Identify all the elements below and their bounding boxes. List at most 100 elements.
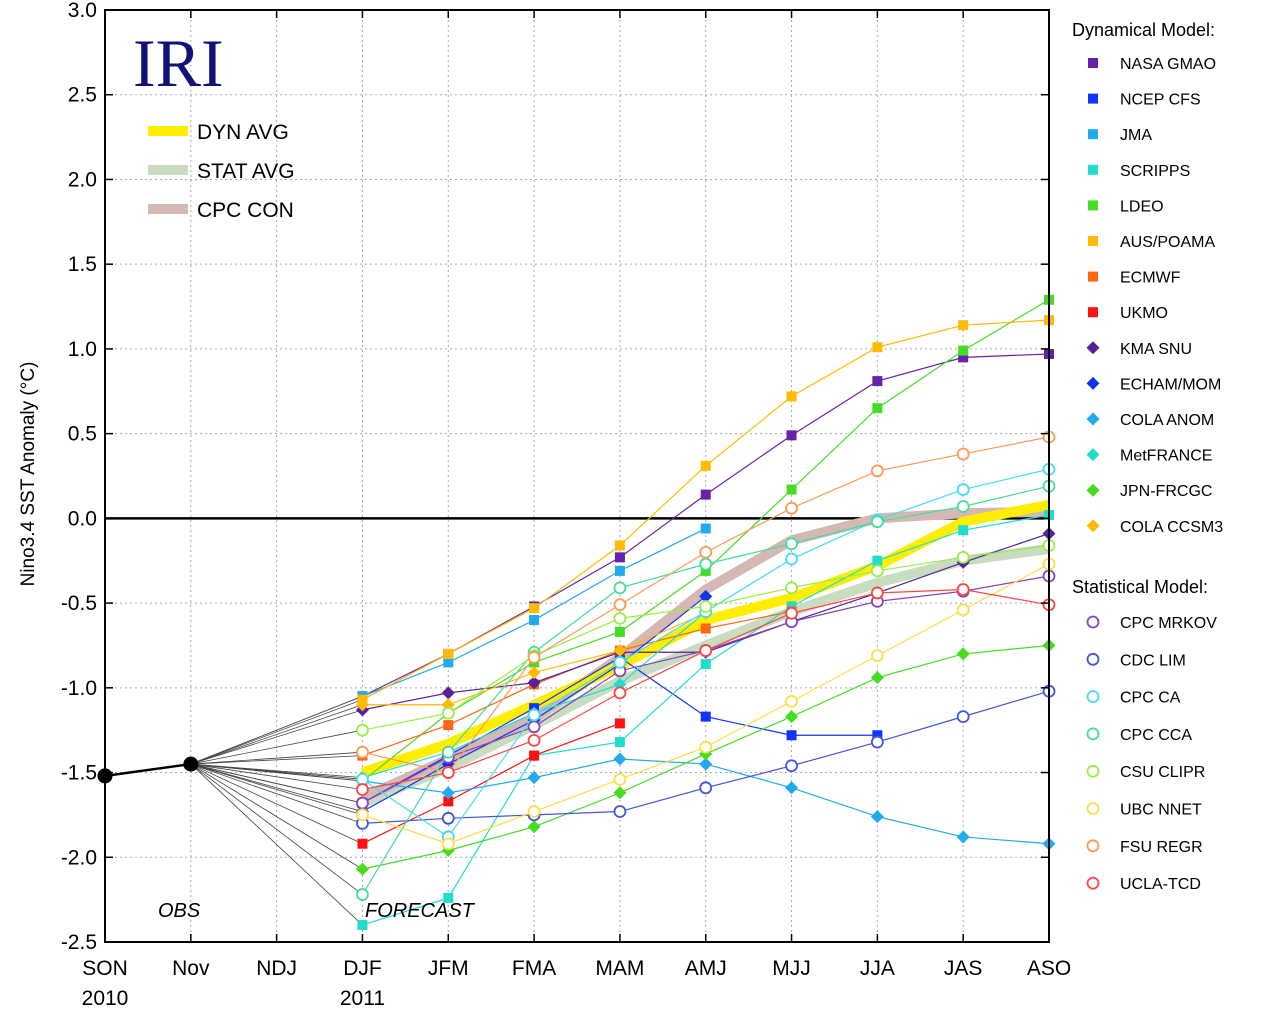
legend-marker-echam-mom [1086, 376, 1100, 390]
data-point-jma [529, 615, 540, 626]
legend-marker-csu-clipr [1086, 764, 1100, 778]
data-point-cola-anom [699, 757, 713, 771]
data-point-nasa-gmao [700, 489, 711, 500]
data-point-scripps [958, 525, 969, 536]
data-point-cpc-mrkov [356, 796, 369, 810]
legend-label-ldeo: LDEO [1120, 198, 1164, 215]
data-point-aus-poama [529, 603, 540, 614]
fan-line-fsu-regr [190, 751, 363, 765]
fan-line-cola-ccsm3 [190, 704, 363, 765]
x-tick-label: FMA [512, 957, 556, 980]
x-year-label: 2011 [340, 987, 385, 1010]
plot-frame [104, 9, 1050, 943]
legend-label-echam-mom: ECHAM/MOM [1120, 376, 1221, 393]
y-tick-label: -1.5 [61, 762, 97, 785]
data-point-cpc-cca [356, 888, 369, 901]
data-point-ucla-tcd [356, 783, 369, 796]
y-tick-label: -2.5 [61, 931, 97, 954]
data-point-nasa-gmao [786, 430, 797, 441]
x-year-label: 2010 [82, 987, 129, 1010]
fan-line-csu-clipr [190, 729, 363, 765]
data-point-cola-anom [870, 810, 884, 824]
data-point-jpn-frcgc [785, 710, 799, 724]
fan-line-kma-snu [190, 709, 363, 765]
data-point-ucla-tcd [785, 606, 798, 620]
data-point-cpc-ca [785, 552, 798, 566]
data-point-ucla-tcd [613, 686, 627, 700]
data-point-aus-poama [872, 342, 883, 353]
legend-marker-ncep-cfs [1088, 93, 1098, 104]
data-point-scripps [700, 659, 711, 670]
data-point-fsu-regr [356, 745, 369, 759]
data-point-ukmo [443, 796, 454, 807]
y-tick-label: -2.0 [61, 846, 97, 869]
observed-series [97, 756, 199, 784]
data-point-ncep-cfs [786, 730, 797, 741]
legend-marker-ucla-tcd [1086, 876, 1100, 890]
y-tick-label: 1.5 [68, 253, 97, 276]
legend-label-aus-poama: AUS/POAMA [1120, 234, 1215, 251]
legend-label-ucla-tcd: UCLA-TCD [1120, 876, 1201, 893]
y-tick-label: 0.0 [68, 507, 97, 530]
legend-marker-scripps [1088, 164, 1098, 175]
data-point-csu-clipr [785, 581, 798, 595]
data-point-fsu-regr [785, 501, 798, 515]
data-point-ukmo [529, 750, 540, 761]
data-point-aus-poama [443, 648, 454, 659]
data-point-cola-ccsm3 [527, 666, 541, 680]
iri-logo: IRI [133, 25, 224, 101]
avg-line-dyn-avg [360, 499, 1050, 778]
legend-label-cola-ccsm3: COLA CCSM3 [1120, 519, 1223, 536]
data-point-cpc-cca [785, 537, 798, 551]
legend-label-metfrance: MetFRANCE [1120, 448, 1212, 465]
data-point-jma [443, 657, 454, 668]
x-tick-label: AMJ [685, 957, 727, 980]
y-axis-title: Nino3.4 SST Anomaly (°C) [18, 362, 39, 587]
legend-marker-jpn-frcgc [1086, 483, 1100, 497]
data-point-nasa-gmao [958, 352, 969, 363]
observed-line [104, 762, 191, 778]
legend-marker-cola-ccsm3 [1086, 519, 1100, 533]
obs-label: OBS [158, 900, 201, 922]
data-point-cpc-cca [613, 581, 627, 595]
legend-label-ncep-cfs: NCEP CFS [1120, 92, 1201, 109]
data-point-jpn-frcgc [870, 671, 884, 685]
data-point-fsu-regr [527, 650, 541, 664]
data-point-ecmwf [443, 720, 454, 731]
data-point-ubc-nnet [699, 740, 713, 754]
data-point-nasa-gmao [614, 552, 625, 563]
legend-label-kma-snu: KMA SNU [1120, 341, 1192, 358]
statistical-model-title: Statistical Model: [1072, 577, 1208, 597]
data-point-fsu-regr [699, 545, 713, 559]
legend-marker-nasa-gmao [1088, 58, 1098, 68]
y-tick-label: 3.0 [68, 0, 97, 22]
data-point-cpc-ca [956, 483, 970, 496]
data-point-ukmo [614, 718, 625, 729]
data-point-cdc-lim [699, 781, 713, 795]
data-point-jpn-frcgc [527, 820, 541, 834]
y-tick-label: -0.5 [61, 592, 97, 615]
data-point-cpc-ca [613, 656, 627, 669]
data-point-fsu-regr [613, 598, 627, 612]
legend-marker-ubc-nnet [1086, 802, 1100, 815]
legend-label-ubc-nnet: UBC NNET [1120, 802, 1202, 819]
x-tick-label: MAM [595, 957, 644, 980]
legend-label-cpc-ca: CPC CA [1120, 690, 1181, 707]
data-point-cpc-cca [870, 515, 884, 529]
legend-label-nasa-gmao: NASA GMAO [1120, 56, 1216, 73]
data-point-jpn-frcgc [613, 786, 627, 800]
data-point-cola-anom [785, 781, 799, 795]
data-point-scripps [357, 920, 368, 931]
data-point-cola-anom [613, 752, 627, 766]
legend-marker-cdc-lim [1086, 652, 1100, 666]
legend-marker-cpc-ca [1086, 690, 1100, 703]
axes: 3.0 2.5 2.0 1.5 1.0 0.5 0.0 -0.5 -1.0 -1.5 -2.0 -2.… [61, 0, 1071, 1010]
legend-label-cpc-cca: CPC CCA [1120, 727, 1192, 744]
data-point-ecmwf [700, 623, 711, 634]
fan-line-scripps [190, 763, 363, 926]
series-cola-anom [355, 752, 1056, 851]
legend-marker-aus-poama [1088, 236, 1098, 246]
legend-label-jma: JMA [1120, 127, 1152, 144]
fan-line-ecmwf [190, 755, 363, 765]
avg-line-cpc-con [360, 506, 1050, 803]
